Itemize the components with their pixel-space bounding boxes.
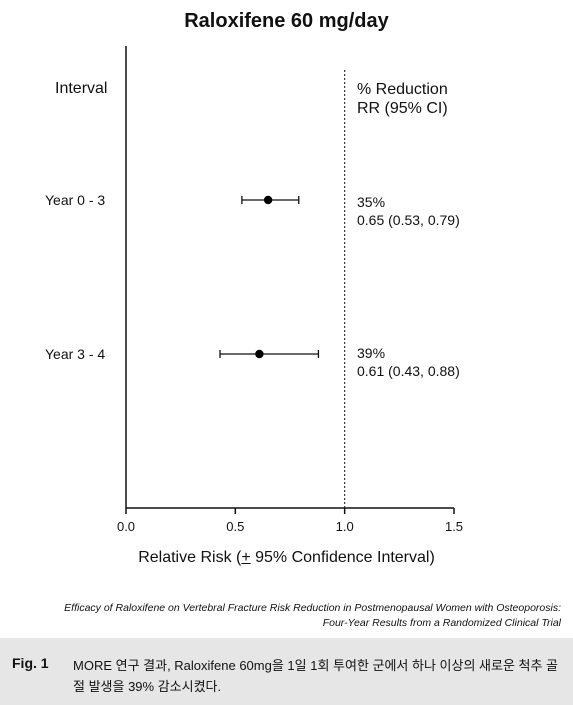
chart-caption: Efficacy of Raloxifene on Vertebral Frac… — [21, 601, 561, 631]
interval-header: Interval — [55, 80, 108, 97]
row-label-year-3-4: Year 3 - 4 — [45, 346, 106, 362]
reduction-value: 35% — [357, 194, 386, 210]
figure-text: MORE 연구 결과, Raloxifene 60mg을 1일 1회 투여한 군… — [73, 658, 559, 694]
reduction-value: 39% — [357, 345, 386, 361]
row-stat-year-3-4: 39% 0.61 (0.43, 0.88) — [357, 344, 460, 380]
forest-plot: Raloxifene 60 mg/day Interval % Reductio… — [0, 10, 573, 567]
rr-point — [255, 349, 264, 359]
xlabel-text-post: 95% Confidence Interval) — [250, 549, 435, 566]
plus-minus-sign: + — [241, 549, 251, 566]
rr-ci-header: RR (95% CI) — [357, 100, 448, 117]
figure-label: Fig. 1 — [12, 655, 49, 671]
x-tick-label: 1.0 — [335, 519, 354, 534]
reduction-header: % Reduction — [357, 81, 448, 98]
plot-svg — [125, 46, 455, 514]
x-tick-label: 0.0 — [116, 519, 136, 534]
rr-ci-value: 0.61 (0.43, 0.88) — [357, 363, 460, 379]
figure-caption-box: Fig. 1 MORE 연구 결과, Raloxifene 60mg을 1일 1… — [0, 638, 573, 705]
x-tick-label: 0.5 — [226, 519, 245, 534]
rr-point — [263, 195, 273, 205]
x-axis-label: Relative Risk (+ 95% Confidence Interval… — [0, 549, 573, 567]
x-tick-label: 1.5 — [444, 519, 464, 534]
chart-title: Raloxifene 60 mg/day — [184, 10, 389, 32]
xlabel-text-pre: Relative Risk ( — [138, 549, 242, 566]
caption-line-1: Efficacy of Raloxifene on Vertebral Frac… — [64, 602, 561, 614]
caption-line-2: Four-Year Results from a Randomized Clin… — [322, 617, 561, 629]
rr-header: % Reduction RR (95% CI) — [357, 80, 448, 118]
rr-ci-value: 0.65 (0.53, 0.79) — [357, 212, 460, 228]
row-stat-year-0-3: 35% 0.65 (0.53, 0.79) — [357, 193, 460, 229]
row-label-year-0-3: Year 0 - 3 — [45, 192, 106, 208]
